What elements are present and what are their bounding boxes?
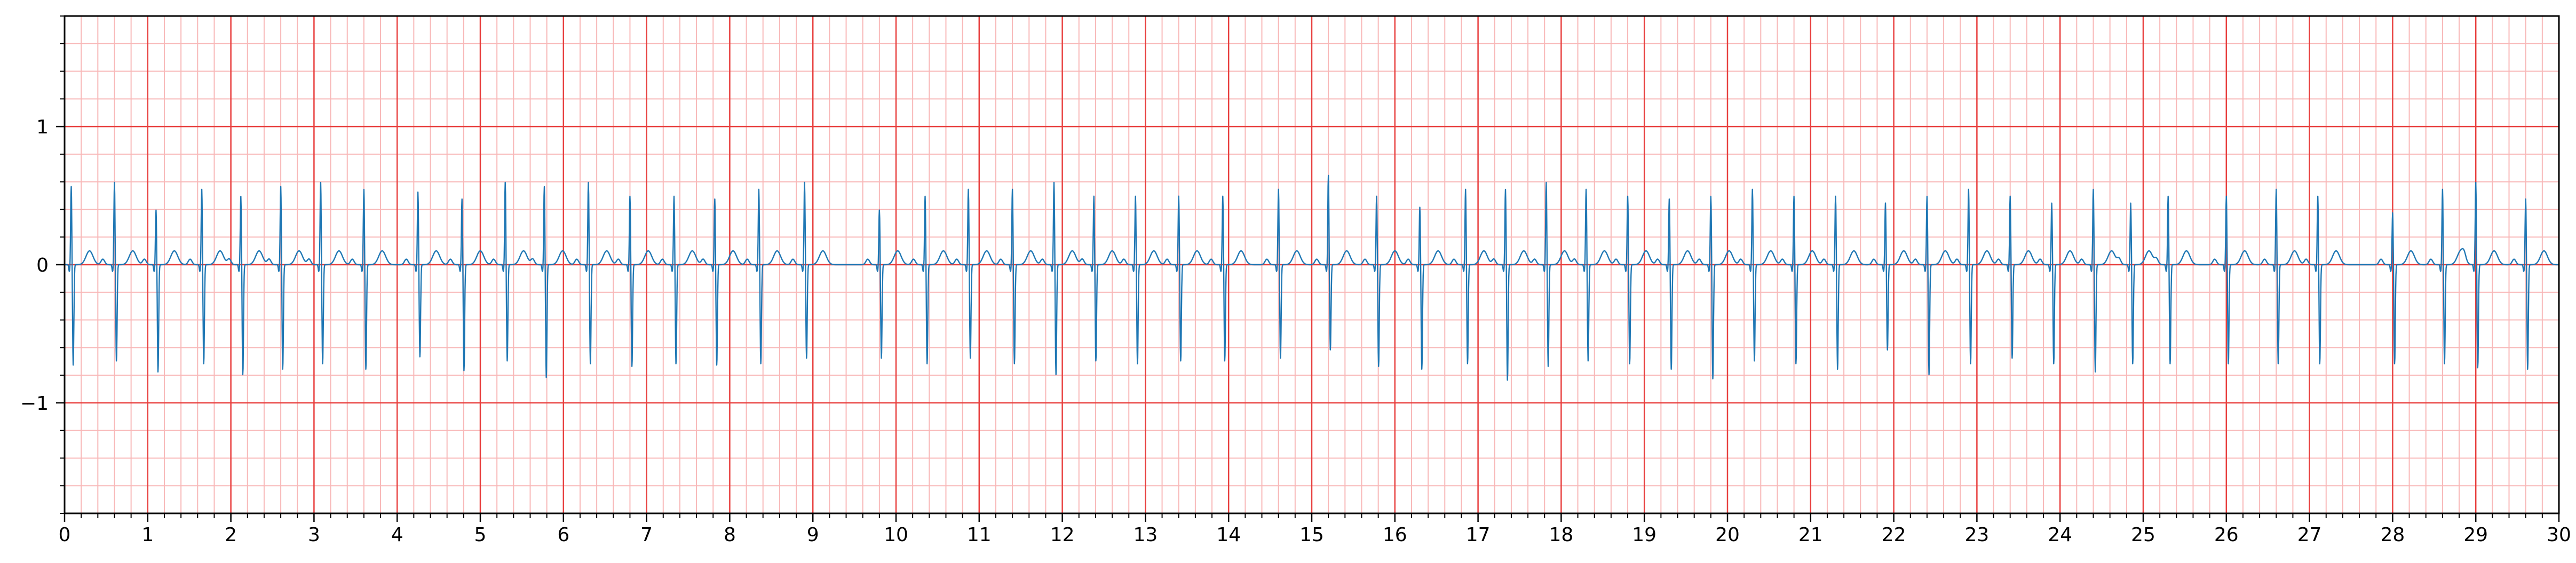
x-tick-label: 1	[141, 524, 154, 546]
y-tick-label: −1	[20, 393, 49, 415]
x-tick-label: 2	[225, 524, 237, 546]
y-axis: −1 0 1	[20, 15, 65, 514]
x-tick-label: 28	[2380, 524, 2405, 546]
x-tick-label: 9	[807, 524, 819, 546]
x-tick-label: 23	[1964, 524, 1989, 546]
x-tick-label: 14	[1216, 524, 1241, 546]
x-tick-label: 4	[391, 524, 403, 546]
x-tick-label: 26	[2214, 524, 2239, 546]
x-axis: 0 1 2 3 4 5 6 7 8 9 10 11 12 13 14 15 16 17 18 19 20 21 22 23 24…	[59, 513, 2571, 546]
x-tick-label: 15	[1299, 524, 1324, 546]
x-tick-label: 0	[59, 524, 71, 546]
x-tick-label: 3	[308, 524, 320, 546]
x-tick-label: 6	[557, 524, 569, 546]
y-tick-label: 0	[36, 255, 49, 276]
x-tick-label: 8	[724, 524, 736, 546]
x-tick-label: 20	[1715, 524, 1740, 546]
x-tick-label: 25	[2131, 524, 2155, 546]
x-tick-label: 22	[1882, 524, 1906, 546]
x-tick-label: 24	[2048, 524, 2072, 546]
series-layer	[64, 175, 2559, 381]
x-tick-label: 5	[474, 524, 487, 546]
x-tick-label: 30	[2547, 524, 2571, 546]
plot-area	[64, 15, 2560, 514]
x-tick-label: 21	[1798, 524, 1823, 546]
x-tick-label: 19	[1632, 524, 1656, 546]
x-tick-label: 29	[2463, 524, 2488, 546]
x-tick-label: 27	[2297, 524, 2322, 546]
x-tick-label: 17	[1466, 524, 1491, 546]
ecg-signal-line	[64, 175, 2559, 381]
x-tick-label: 13	[1133, 524, 1158, 546]
x-tick-label: 12	[1050, 524, 1075, 546]
x-tick-label: 10	[884, 524, 908, 546]
x-tick-label: 16	[1383, 524, 1407, 546]
x-tick-label: 7	[640, 524, 653, 546]
x-tick-label: 18	[1549, 524, 1573, 546]
y-tick-label: 1	[36, 116, 49, 138]
x-tick-label: 11	[967, 524, 992, 546]
